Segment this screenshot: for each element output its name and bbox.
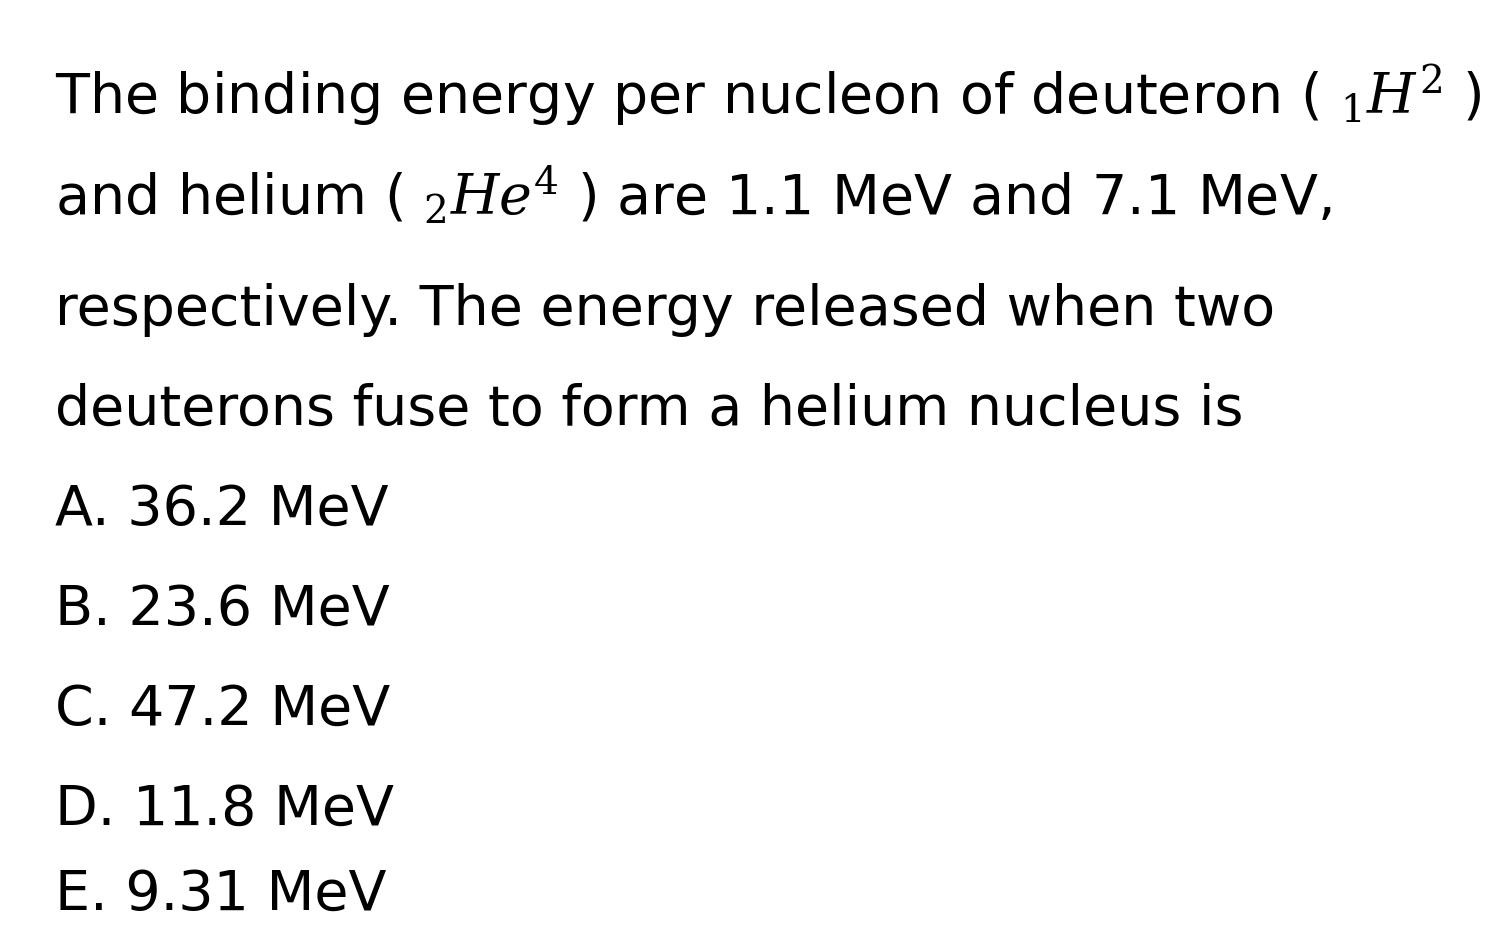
Text: and helium ( $_{2}He^{4}$ ) are 1.1 MeV and 7.1 MeV,: and helium ( $_{2}He^{4}$ ) are 1.1 MeV … (56, 164, 1332, 226)
Text: C. 47.2 MeV: C. 47.2 MeV (56, 683, 390, 737)
Text: A. 36.2 MeV: A. 36.2 MeV (56, 483, 388, 537)
Text: respectively. The energy released when two: respectively. The energy released when t… (56, 283, 1275, 337)
Text: deuterons fuse to form a helium nucleus is: deuterons fuse to form a helium nucleus … (56, 383, 1244, 437)
Text: D. 11.8 MeV: D. 11.8 MeV (56, 783, 394, 837)
Text: B. 23.6 MeV: B. 23.6 MeV (56, 583, 390, 637)
Text: The binding energy per nucleon of deuteron ( $_{1}H^{2}$ ): The binding energy per nucleon of deuter… (56, 62, 1482, 128)
Text: E. 9.31 MeV: E. 9.31 MeV (56, 868, 387, 922)
